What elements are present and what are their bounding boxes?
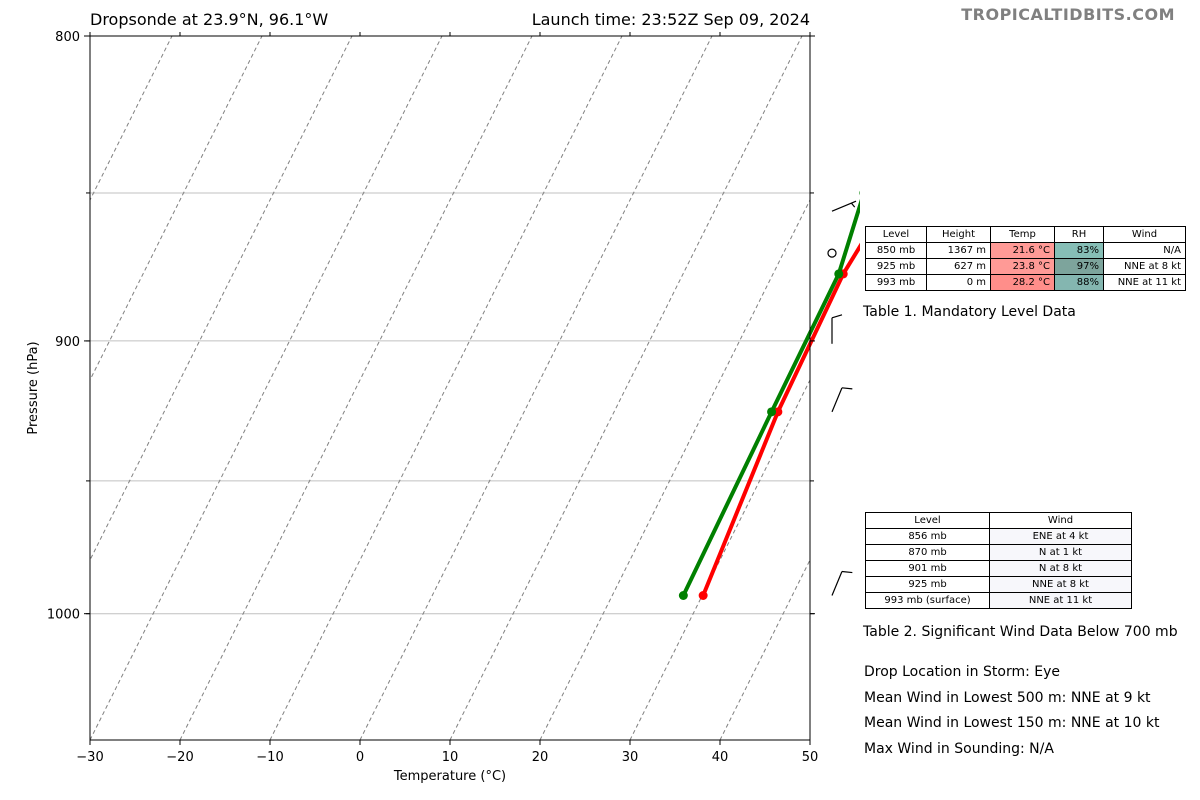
wind-barb-feather — [831, 314, 843, 319]
table2-cell-level: 870 mb — [865, 544, 990, 561]
chart-title-launch-time: Launch time: 23:52Z Sep 09, 2024 — [531, 10, 810, 29]
table2-cell-wind: NNE at 11 kt — [989, 592, 1132, 609]
table1-row: 850 mb 1367 m 21.6 °C 83% N/A — [865, 242, 1186, 259]
table1-cell-wind: NNE at 11 kt — [1103, 274, 1186, 291]
drop-location-text: Drop Location in Storm: Eye — [864, 664, 1061, 680]
x-tick-label: 20 — [532, 750, 549, 765]
table1-cell-rh: 88% — [1054, 274, 1104, 291]
chart-grid — [0, 36, 810, 740]
wind-barb — [831, 200, 857, 212]
isotherm-line — [629, 378, 810, 740]
table1-cell-level: 925 mb — [865, 258, 927, 275]
significant-wind-table: Level Wind 856 mb ENE at 4 kt 870 mb N at 1… — [865, 512, 1132, 609]
table2-row: 870 mb N at 1 kt — [865, 544, 1132, 561]
wind-barb-calm — [827, 248, 837, 258]
table2-header-level: Level — [865, 512, 990, 529]
table1-header-level: Level — [865, 226, 927, 243]
table1-cell-level: 993 mb — [865, 274, 927, 291]
x-tick-label: 0 — [356, 750, 364, 765]
wind-barb-shaft — [831, 571, 843, 596]
isotherm-line — [90, 36, 443, 740]
plot-frame — [89, 35, 811, 741]
isotherm-line — [449, 36, 803, 740]
table1-cell-rh: 97% — [1054, 258, 1104, 275]
table1-cell-wind: N/A — [1103, 242, 1186, 259]
table1-cell-height: 627 m — [926, 258, 991, 275]
x-tick-label: 50 — [802, 750, 819, 765]
isotherm-line — [359, 36, 713, 740]
mean-wind-150m-text: Mean Wind in Lowest 150 m: NNE at 10 kt — [864, 715, 1160, 731]
table1-cell-rh: 83% — [1054, 242, 1104, 259]
table1-caption: Table 1. Mandatory Level Data — [863, 304, 1076, 320]
brand-logo: TROPICALTIDBITS.COM — [961, 5, 1175, 24]
table1-header-rh: RH — [1054, 226, 1104, 243]
y-tick-label: 900 — [55, 335, 80, 350]
table1-cell-temp: 28.2 °C — [990, 274, 1055, 291]
table1-cell-temp: 23.8 °C — [990, 258, 1055, 275]
table1-cell-height: 0 m — [926, 274, 991, 291]
dewpoint-point — [859, 190, 860, 196]
skewt-chart: −30 −20 −10 0 10 20 30 40 50 800 900 1000 Temperatur… — [0, 30, 860, 784]
dewpoint-point — [834, 269, 844, 279]
wind-barb-feather — [841, 387, 853, 390]
table1-row: 993 mb 0 m 28.2 °C 88% NNE at 11 kt — [865, 274, 1186, 291]
y-tick-label: 800 — [55, 30, 80, 45]
table2-row: 993 mb (surface) NNE at 11 kt — [865, 592, 1132, 609]
x-tick-label: −10 — [256, 750, 283, 765]
isotherm-line — [809, 738, 810, 740]
wind-barb-shaft — [831, 387, 843, 413]
table2-cell-wind: N at 8 kt — [989, 560, 1132, 577]
temperature-line — [701, 242, 860, 597]
table1-cell-level: 850 mb — [865, 242, 927, 259]
x-tick-label: −20 — [166, 750, 193, 765]
table1-cell-wind: NNE at 8 kt — [1103, 258, 1186, 275]
max-wind-text: Max Wind in Sounding: N/A — [864, 741, 1054, 757]
wind-barb-feather — [841, 570, 853, 574]
wind-barb — [831, 387, 853, 413]
dewpoint-line — [681, 198, 860, 597]
table2-caption: Table 2. Significant Wind Data Below 700… — [863, 624, 1178, 640]
y-axis-label: Pressure (hPa) — [26, 341, 41, 434]
x-tick-label: −30 — [76, 750, 103, 765]
table2-row: 925 mb NNE at 8 kt — [865, 576, 1132, 593]
table2-header-wind: Wind — [989, 512, 1132, 529]
table2-cell-level: 901 mb — [865, 560, 990, 577]
temperature-point — [773, 407, 783, 417]
table2-cell-wind: NNE at 8 kt — [989, 576, 1132, 593]
table1-cell-height: 1367 m — [926, 242, 991, 259]
x-tick-label: 10 — [442, 750, 459, 765]
table2-row: 856 mb ENE at 4 kt — [865, 528, 1132, 545]
table2-cell-level: 856 mb — [865, 528, 990, 545]
x-tick-label: 40 — [712, 750, 729, 765]
dewpoint-point — [678, 591, 688, 601]
dewpoint-point — [767, 407, 777, 417]
chart-title-location: Dropsonde at 23.9°N, 96.1°W — [90, 10, 329, 29]
wind-barb — [831, 314, 843, 344]
temperature-point — [698, 591, 708, 601]
isotherm-line — [90, 36, 353, 562]
table2-cell-level: 993 mb (surface) — [865, 592, 990, 609]
x-axis-label: Temperature (°C) — [393, 769, 506, 784]
table2-cell-wind: ENE at 4 kt — [989, 528, 1132, 545]
table1-cell-temp: 21.6 °C — [990, 242, 1055, 259]
table2-cell-wind: N at 1 kt — [989, 544, 1132, 561]
isotherm-line — [179, 36, 533, 740]
x-tick-label: 30 — [622, 750, 639, 765]
mean-wind-500m-text: Mean Wind in Lowest 500 m: NNE at 9 kt — [864, 690, 1151, 706]
isotherm-line — [0, 36, 82, 740]
table1-row: 925 mb 627 m 23.8 °C 97% NNE at 8 kt — [865, 258, 1186, 275]
wind-barb — [831, 570, 853, 596]
mandatory-level-table: Level Height Temp RH Wind 850 mb 1367 m 21… — [865, 226, 1186, 291]
wind-barb — [827, 248, 837, 258]
table1-header-wind: Wind — [1103, 226, 1186, 243]
table2-cell-level: 925 mb — [865, 576, 990, 593]
wind-barb-half-feather — [850, 202, 856, 208]
wind-barb-shaft — [831, 200, 857, 212]
isotherm-line — [539, 198, 810, 740]
table1-header-height: Height — [926, 226, 991, 243]
isotherm-line — [269, 36, 623, 740]
table1-header-temp: Temp — [990, 226, 1055, 243]
y-tick-label: 1000 — [47, 608, 80, 623]
table2-row: 901 mb N at 8 kt — [865, 560, 1132, 577]
